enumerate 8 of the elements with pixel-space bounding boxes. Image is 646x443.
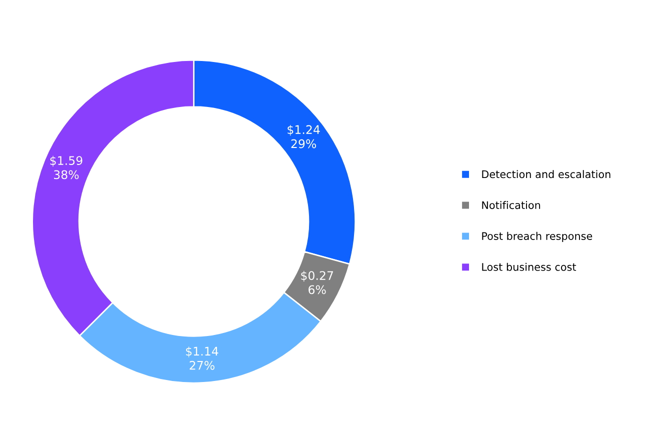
- data-label: $0.27 6%: [301, 270, 333, 294]
- legend-label: Post breach response: [482, 232, 592, 242]
- legend-label: Lost business cost: [482, 262, 576, 271]
- legend-label: Notification: [482, 201, 540, 210]
- data-label: $1.59 38%: [50, 156, 82, 180]
- data-label: $1.14 27%: [186, 346, 218, 370]
- legend-label: Detection and escalation: [482, 170, 610, 178]
- data-label: $1.24 29%: [288, 124, 320, 148]
